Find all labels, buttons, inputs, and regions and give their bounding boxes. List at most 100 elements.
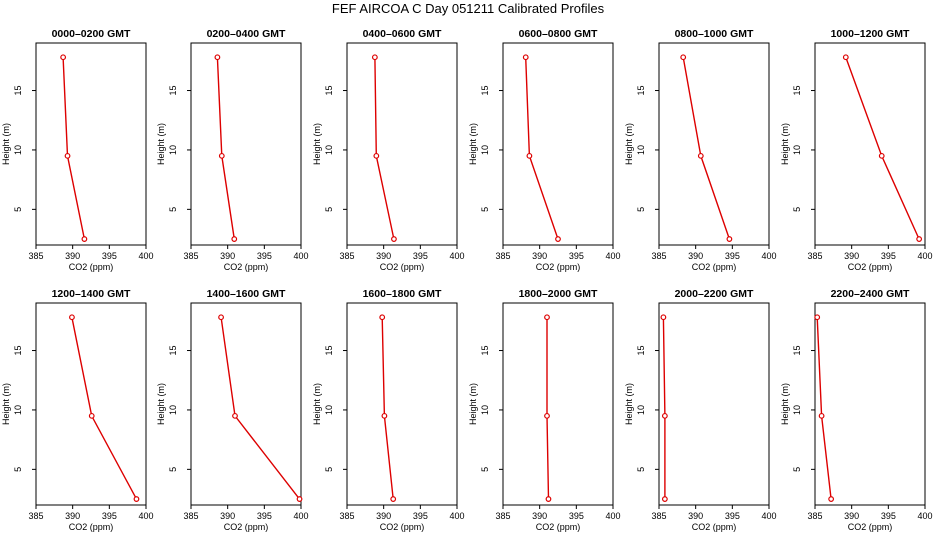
data-point (842, 54, 849, 61)
y-tick-label: 15 (480, 86, 490, 96)
data-point (697, 152, 704, 159)
y-tick-label: 5 (168, 467, 178, 472)
y-axis-label: Height (m) (156, 383, 166, 425)
x-tick-label: 395 (257, 251, 272, 261)
panel-1: 0000–0200 GMT 385 390 395 400 5 10 15 CO2 (ppm) H… (1, 28, 154, 272)
panel-title: 0600–0800 GMT (519, 28, 598, 40)
x-tick-label: 400 (761, 251, 776, 261)
profile-line (374, 57, 395, 240)
plot-frame (35, 42, 147, 246)
panel-8: 1400–1600 GMT 385 390 395 400 5 10 15 CO2 (ppm) H… (156, 288, 309, 532)
x-axis-label: CO2 (ppm) (224, 522, 269, 532)
data-point (818, 412, 825, 419)
x-tick-label: 385 (807, 511, 822, 521)
x-tick-label: 390 (220, 251, 235, 261)
x-axis-label: CO2 (ppm) (536, 262, 581, 272)
y-tick-label: 10 (636, 405, 646, 415)
y-axis-label: Height (m) (1, 123, 11, 165)
plot-frame (502, 42, 614, 246)
x-axis-label: CO2 (ppm) (224, 262, 269, 272)
x-tick-label: 385 (183, 251, 198, 261)
y-tick-label: 15 (13, 86, 23, 96)
x-tick-label: 395 (881, 511, 896, 521)
x-tick-label: 395 (102, 251, 117, 261)
plot-frame (190, 302, 302, 506)
data-point (828, 496, 835, 502)
x-tick-label: 395 (569, 511, 584, 521)
x-tick-label: 395 (725, 511, 740, 521)
data-point (381, 412, 388, 419)
x-tick-label: 385 (28, 251, 43, 261)
y-tick-label: 10 (636, 145, 646, 155)
y-tick-label: 10 (13, 405, 23, 415)
panel-title: 0000–0200 GMT (52, 28, 131, 40)
y-tick-label: 10 (792, 405, 802, 415)
panel-title: 1000–1200 GMT (831, 28, 910, 40)
x-tick-label: 385 (339, 251, 354, 261)
panel-title: 1800–2000 GMT (519, 288, 598, 300)
y-tick-label: 10 (324, 405, 334, 415)
data-point (680, 54, 687, 61)
x-tick-label: 385 (651, 251, 666, 261)
data-point (64, 152, 71, 159)
data-point (545, 496, 552, 502)
y-axis-label: Height (m) (468, 383, 478, 425)
x-tick-label: 400 (605, 251, 620, 261)
panel-11: 2000–2200 GMT 385 390 395 400 5 10 15 CO2 (ppm) H… (624, 288, 777, 532)
profile-line (525, 57, 559, 240)
panel-4: 0600–0800 GMT 385 390 395 400 5 10 15 CO2 (ppm) H… (468, 28, 621, 272)
x-tick-label: 390 (532, 511, 547, 521)
y-axis-label: Height (m) (1, 383, 11, 425)
y-tick-label: 10 (168, 145, 178, 155)
data-point (544, 412, 550, 419)
profile-line (71, 317, 138, 500)
y-tick-label: 10 (480, 405, 490, 415)
x-axis-label: CO2 (ppm) (69, 522, 114, 532)
plot-frame (814, 302, 926, 506)
x-tick-label: 400 (138, 511, 153, 521)
x-tick-label: 395 (725, 251, 740, 261)
panel-title: 2000–2200 GMT (675, 288, 754, 300)
data-point (373, 152, 380, 159)
plot-frame (658, 42, 770, 246)
data-point (390, 496, 397, 502)
data-point (81, 236, 88, 242)
panel-title: 2200–2400 GMT (831, 288, 910, 300)
panel-title: 0200–0400 GMT (207, 28, 286, 40)
x-tick-label: 400 (605, 511, 620, 521)
data-point (296, 496, 303, 502)
x-tick-label: 395 (257, 511, 272, 521)
data-point (69, 314, 75, 321)
y-tick-label: 15 (324, 86, 334, 96)
y-tick-label: 5 (324, 467, 334, 472)
y-tick-label: 5 (636, 207, 646, 212)
x-tick-label: 385 (651, 511, 666, 521)
x-tick-label: 395 (881, 251, 896, 261)
profile-line (546, 317, 550, 500)
data-point (814, 314, 821, 321)
y-tick-label: 5 (324, 207, 334, 212)
chart-main-title: FEF AIRCOA C Day 051211 Calibrated Profi… (331, 1, 605, 16)
panel-6: 1000–1200 GMT 385 390 395 400 5 10 15 CO2 (ppm) H… (780, 28, 933, 272)
y-tick-label: 5 (168, 207, 178, 212)
y-tick-label: 15 (13, 346, 23, 356)
data-point (522, 54, 529, 61)
x-tick-label: 400 (449, 511, 464, 521)
panel-7: 1200–1400 GMT 385 390 395 400 5 10 15 CO2 (ppm) H… (1, 288, 154, 532)
data-point (916, 236, 923, 242)
profile-line (816, 317, 832, 500)
data-point (88, 412, 95, 419)
panel-10: 1800–2000 GMT 385 390 395 400 5 10 15 CO2 (ppm) H… (468, 288, 621, 532)
x-tick-label: 400 (449, 251, 464, 261)
panel-2: 0200–0400 GMT 385 390 395 400 5 10 15 CO2 (ppm) H… (156, 28, 309, 272)
data-point (214, 54, 221, 61)
y-tick-label: 5 (792, 207, 802, 212)
data-point (544, 314, 550, 321)
y-axis-label: Height (m) (468, 123, 478, 165)
profile-line (682, 57, 731, 240)
y-tick-label: 10 (480, 145, 490, 155)
data-point (371, 54, 378, 61)
y-tick-label: 15 (324, 346, 334, 356)
y-axis-label: Height (m) (780, 383, 790, 425)
profile-line (220, 317, 301, 500)
